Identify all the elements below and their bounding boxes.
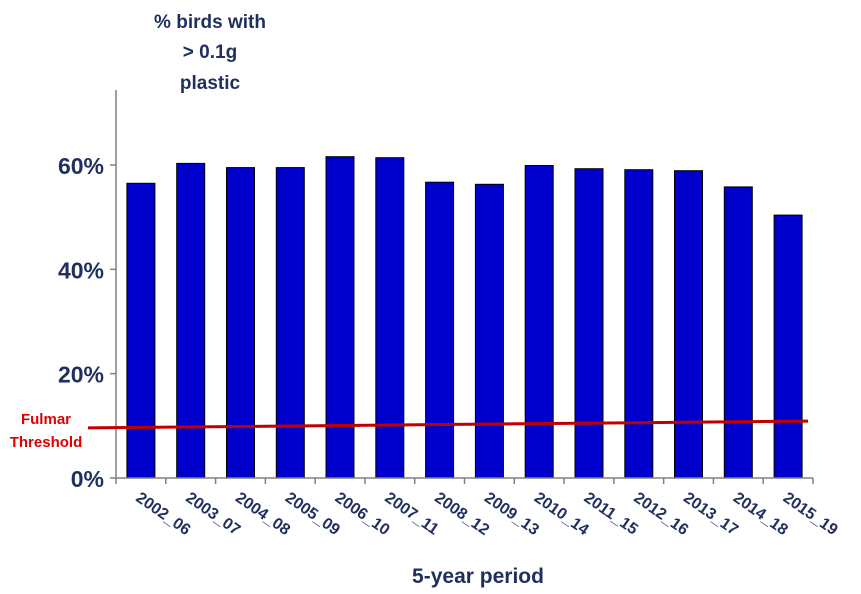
x-tick-label: 2005_09 (282, 489, 343, 539)
threshold-line (87, 419, 809, 430)
y-axis-title: % birds with > 0.1g plastic (154, 12, 266, 94)
x-tick-label: 2013_17 (680, 489, 741, 539)
x-axis-tick-labels: 2002_062003_072004_082005_092006_102007_… (133, 489, 841, 539)
x-tick-label: 2010_14 (531, 489, 592, 539)
y-tick-label: 60% (58, 153, 104, 179)
bar (773, 214, 803, 479)
threshold-label-line-1: Fulmar (21, 411, 71, 428)
bar (375, 157, 405, 479)
x-axis-title: 5-year period (412, 565, 544, 588)
bar (524, 165, 554, 479)
y-axis-title-line-3: plastic (180, 73, 241, 94)
x-tick-label: 2009_13 (481, 489, 542, 539)
x-tick-label: 2007_11 (382, 489, 442, 538)
x-tick-label: 2003_07 (182, 489, 243, 539)
bar (226, 167, 255, 479)
bar (275, 167, 305, 479)
y-tick-label: 20% (58, 362, 104, 388)
x-tick-label: 2008_12 (431, 489, 492, 539)
bars (126, 156, 803, 479)
bar (574, 168, 604, 479)
axes (110, 90, 814, 484)
bar (176, 162, 206, 479)
y-axis-title-line-1: % birds with (154, 12, 266, 33)
bar (126, 182, 156, 479)
bar (425, 181, 455, 479)
x-tick-label: 2011_15 (581, 489, 641, 538)
y-tick-label: 40% (58, 257, 104, 283)
x-tick-label: 2015_19 (780, 489, 841, 539)
bar (325, 156, 355, 479)
bar (674, 170, 703, 479)
y-axis-ticks: 0% 20% 40% 60% (58, 153, 104, 492)
threshold: Fulmar Threshold (10, 411, 809, 451)
threshold-label-line-2: Threshold (10, 434, 83, 451)
x-tick-label: 2004_08 (232, 489, 293, 539)
y-tick-label: 0% (71, 466, 104, 492)
bar (474, 183, 504, 479)
y-axis-title-line-2: > 0.1g (183, 42, 237, 63)
x-tick-label: 2006_10 (332, 489, 393, 539)
x-tick-label: 2014_18 (730, 489, 791, 539)
bar (723, 186, 753, 479)
x-tick-label: 2002_06 (133, 489, 194, 539)
bar (624, 169, 654, 479)
x-tick-label: 2012_16 (631, 489, 692, 539)
